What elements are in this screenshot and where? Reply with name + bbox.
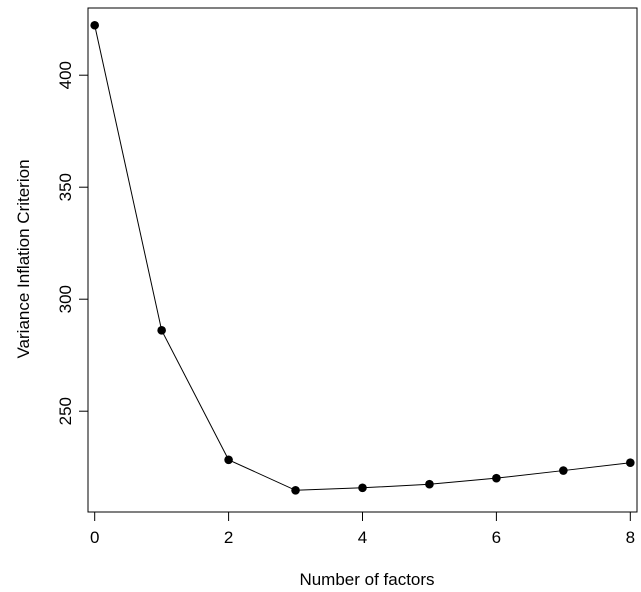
data-points — [90, 20, 635, 495]
data-point — [492, 473, 501, 483]
x-tick-label: 0 — [90, 528, 99, 547]
x-axis-ticks: 0 2 4 6 8 — [90, 512, 635, 547]
plot-frame-border — [87, 7, 638, 513]
x-tick-label: 6 — [492, 528, 501, 547]
series-line-group — [94, 25, 631, 491]
x-axis-title: Number of factors — [299, 570, 434, 589]
y-tick-label: 250 — [56, 397, 75, 425]
x-tick-label: 4 — [358, 528, 367, 547]
y-tick-label: 400 — [56, 61, 75, 89]
y-tick-label: 300 — [56, 285, 75, 313]
data-point — [425, 479, 434, 489]
data-point — [559, 466, 568, 475]
x-tick-label: 8 — [626, 528, 635, 547]
y-tick-label: 350 — [56, 173, 75, 201]
data-point — [626, 458, 635, 468]
series-line — [94, 25, 631, 491]
data-point — [90, 20, 99, 30]
data-point — [157, 326, 166, 335]
y-axis-title: Variance Inflation Criterion — [14, 159, 33, 358]
data-point — [224, 455, 233, 465]
x-tick-label: 2 — [224, 528, 233, 547]
y-axis-ticks: 250 300 350 400 — [56, 61, 88, 425]
data-point — [291, 485, 300, 495]
data-point — [358, 483, 367, 493]
plot-frame — [87, 7, 638, 513]
